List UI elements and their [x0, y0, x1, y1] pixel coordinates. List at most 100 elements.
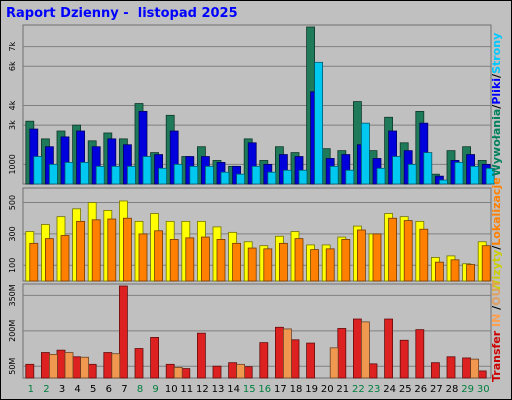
bar-Transfer-22	[352, 318, 362, 379]
x-tick-label: 23	[368, 384, 381, 395]
bar-Strony-2	[49, 163, 58, 185]
bar-Strony-24	[392, 156, 402, 185]
x-tick-label: 28	[446, 384, 459, 395]
bar-Lokalizacje-5	[91, 219, 101, 282]
bar-Transfer-7	[119, 285, 128, 379]
bar-Lokalizacje-11	[185, 237, 195, 282]
y-tick-label: 3k	[8, 120, 17, 130]
bar-OUT-20	[329, 347, 339, 379]
bar-Transfer-26	[415, 329, 425, 379]
bar-Transfer-8	[134, 348, 144, 379]
y-tick-label: 50M	[8, 358, 17, 375]
legend-entry: Wizyty	[490, 250, 503, 292]
x-tick-label: 24	[383, 384, 396, 395]
y-tick-label: 200M	[8, 320, 17, 342]
bar-Lokalizacje-12	[200, 236, 210, 282]
x-tick-label: 17	[274, 384, 287, 395]
x-tick-label: 2	[43, 384, 49, 395]
bar-Strony-19	[314, 61, 324, 185]
y-tick-label: 350M	[8, 284, 17, 306]
bar-Strony-14	[236, 173, 246, 185]
bar-Lokalizacje-19	[310, 249, 320, 282]
legend-entry: /	[490, 305, 503, 310]
legend-entry: Transfer	[490, 330, 503, 382]
x-tick-label: 10	[165, 384, 178, 395]
bar-OUT-2	[49, 354, 58, 379]
bar-Lokalizacje-23	[372, 233, 382, 282]
bar-Strony-12	[204, 165, 214, 185]
x-tick-label: 15	[243, 384, 256, 395]
bar-Strony-25	[407, 163, 417, 185]
legend-hits-panel: Wywołania/Pliki/Strony	[490, 33, 503, 177]
bar-Transfer-2	[41, 352, 50, 379]
page-title: Raport Dzienny - listopad 2025	[6, 6, 238, 21]
bar-Lokalizacje-1	[29, 242, 39, 282]
bar-Transfer-16	[259, 342, 269, 379]
bar-Lokalizacje-20	[325, 248, 335, 282]
legend-entry: Pliki	[490, 78, 503, 105]
legend-entry: IN	[490, 310, 503, 331]
bar-Lokalizacje-9	[154, 230, 164, 282]
x-tick-label: 8	[137, 384, 143, 395]
bar-Transfer-24	[384, 318, 394, 379]
x-tick-label: 21	[336, 384, 349, 395]
bar-Strony-5	[95, 165, 105, 185]
bar-Transfer-28	[446, 356, 456, 379]
x-tick-label: 19	[305, 384, 318, 395]
legend-entry: Wywołania	[490, 109, 503, 177]
bar-Transfer-18	[290, 339, 300, 379]
bar-Transfer-19	[306, 342, 316, 379]
bar-Transfer-9	[150, 337, 160, 379]
bar-Lokalizacje-2	[45, 238, 54, 282]
visits-panel: 100 300 500	[8, 187, 492, 282]
bar-Lokalizacje-24	[388, 217, 398, 282]
x-tick-label: 5	[90, 384, 96, 395]
bar-Lokalizacje-3	[60, 235, 70, 282]
bar-Transfer-1	[25, 363, 35, 379]
bar-Lokalizacje-14	[232, 242, 242, 282]
plot-area	[22, 24, 492, 185]
bar-Transfer-11	[181, 368, 191, 379]
y-tick-label: 4k	[8, 100, 17, 110]
y-tick-label: 500	[8, 195, 17, 210]
x-tick-label: 16	[258, 384, 271, 395]
bar-Lokalizacje-4	[76, 220, 85, 282]
bar-Lokalizacje-29	[466, 264, 476, 282]
bar-Strony-3	[64, 162, 74, 185]
bar-OUT-4	[80, 356, 89, 379]
bar-Lokalizacje-21	[341, 239, 351, 282]
bar-OUT-6	[111, 353, 121, 379]
bar-Strony-16	[267, 171, 277, 185]
legend-entry: /	[490, 104, 503, 109]
bar-Lokalizacje-17	[278, 242, 288, 282]
bar-Lokalizacje-28	[450, 259, 460, 282]
bar-Lokalizacje-10	[169, 239, 179, 282]
bar-Transfer-30	[477, 370, 487, 379]
bar-Strony-7	[127, 165, 136, 185]
x-tick-label: 9	[152, 384, 158, 395]
bar-Transfer-15	[243, 366, 253, 379]
bar-Strony-8	[142, 156, 152, 185]
bar-Transfer-29	[462, 357, 472, 379]
bar-Transfer-3	[56, 349, 66, 379]
bar-OUT-14	[236, 363, 246, 379]
bar-Strony-9	[158, 167, 168, 185]
x-tick-label: 29	[461, 384, 474, 395]
bar-Transfer-12	[196, 332, 206, 379]
bar-OUT-17	[282, 328, 292, 379]
x-tick-label: 26	[414, 384, 427, 395]
legend-traffic-panel: Transfer IN /OUT	[490, 280, 503, 382]
bar-Strony-13	[220, 171, 230, 185]
bar-Strony-27	[438, 179, 448, 185]
bar-Lokalizacje-22	[356, 229, 366, 282]
bar-Lokalizacje-8	[138, 233, 148, 282]
bar-Strony-28	[454, 162, 464, 185]
x-tick-label: 13	[212, 384, 225, 395]
bar-Strony-15	[251, 165, 261, 185]
bar-Strony-21	[345, 169, 355, 185]
bar-Transfer-10	[165, 363, 175, 379]
x-tick-label: 6	[106, 384, 112, 395]
bar-Transfer-14	[228, 362, 238, 379]
bar-Strony-20	[329, 165, 339, 185]
